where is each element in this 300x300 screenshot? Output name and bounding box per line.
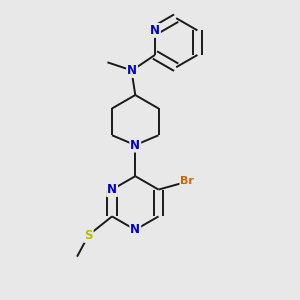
Text: N: N — [130, 223, 140, 236]
Text: N: N — [150, 24, 160, 37]
Text: Br: Br — [180, 176, 194, 186]
Text: S: S — [84, 229, 93, 242]
Text: N: N — [107, 183, 117, 196]
Text: N: N — [130, 139, 140, 152]
Text: N: N — [127, 64, 137, 77]
